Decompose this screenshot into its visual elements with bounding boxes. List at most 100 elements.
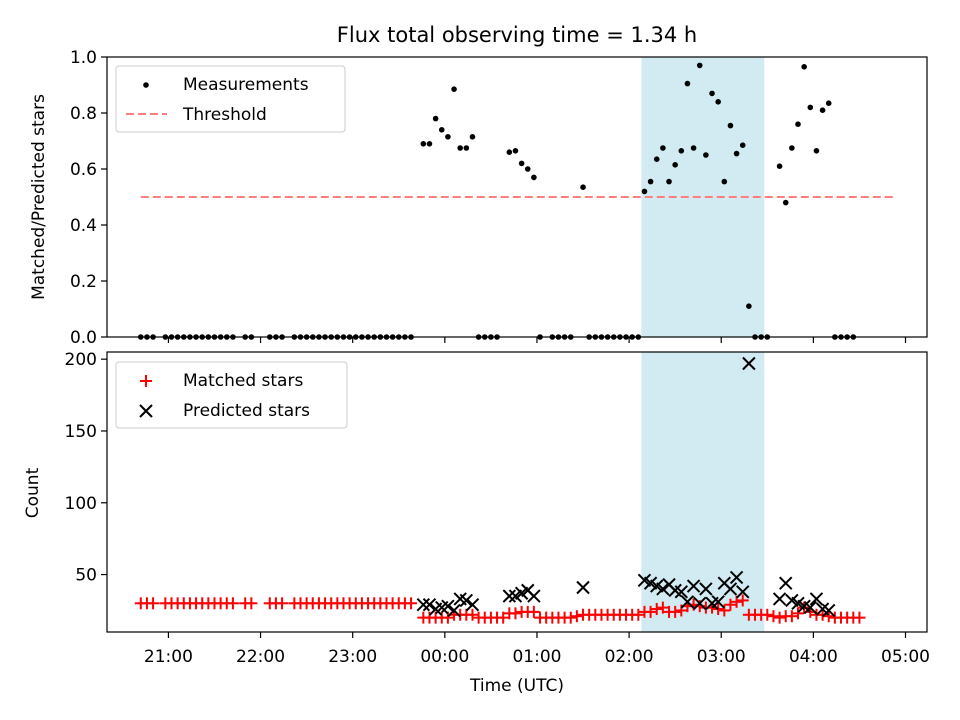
legend-threshold-label: Threshold — [182, 105, 267, 125]
matched-point — [773, 611, 786, 624]
matched-point — [792, 607, 805, 620]
count-y-label: Count — [23, 467, 43, 518]
measurement-point — [463, 145, 470, 151]
count-x-tick-label: 21:00 — [144, 647, 193, 667]
matched-point — [785, 610, 798, 623]
count-y-axis: 50 100 150 200 — [65, 350, 107, 586]
measurement-point — [451, 86, 457, 92]
count-x-tick-label: 22:00 — [236, 647, 285, 667]
measurement-point — [782, 199, 789, 206]
ratio-legend-box — [115, 65, 346, 133]
matched-point — [675, 604, 688, 617]
measurement-point — [678, 148, 685, 154]
count-y-tick-label: 200 — [65, 350, 97, 370]
predicted-point — [680, 595, 695, 609]
ratio-y-tick-label: 0.8 — [70, 104, 97, 124]
matched-point — [816, 608, 829, 621]
measurement-point — [690, 145, 697, 151]
measurement-point — [531, 174, 537, 181]
measurement-point — [672, 162, 678, 168]
matched-point — [656, 601, 669, 614]
measurement-point — [512, 148, 519, 154]
measurement-point — [776, 163, 783, 169]
measurement-point — [825, 100, 832, 106]
predicted-point — [465, 598, 480, 612]
count-y-tick-label: 150 — [65, 422, 97, 442]
matched-point — [527, 605, 540, 618]
measurement-point — [518, 160, 525, 167]
count-x-tick-label: 02:00 — [605, 647, 654, 667]
legend-measurements-marker — [143, 82, 149, 88]
matched-points — [134, 594, 866, 624]
predicted-point — [656, 582, 670, 596]
measurement-point — [709, 90, 715, 97]
predicted-point — [693, 596, 707, 610]
matched-point — [509, 607, 522, 620]
count-x-tick-label: 05:00 — [881, 647, 930, 667]
measurement-point — [524, 166, 531, 172]
predicted-point — [576, 580, 590, 595]
predicted-point — [711, 595, 725, 609]
predicted-point — [441, 599, 455, 613]
measurement-point — [457, 145, 463, 151]
measurement-point — [580, 184, 586, 190]
measurement-point — [469, 134, 476, 140]
matched-point — [564, 611, 577, 624]
predicted-point — [772, 592, 787, 606]
measurement-point — [795, 121, 801, 127]
matched-point — [822, 610, 835, 623]
predicted-point — [729, 570, 744, 585]
measurement-point — [789, 145, 795, 151]
predicted-point — [416, 598, 431, 612]
measurement-points — [137, 62, 857, 340]
count-y-tick-label: 50 — [75, 566, 97, 586]
matched-point — [798, 601, 811, 614]
matched-point — [466, 608, 479, 621]
measurement-point — [653, 156, 660, 162]
matched-point — [245, 597, 258, 610]
predicted-point — [779, 576, 793, 590]
measurement-point — [746, 303, 752, 310]
count-legend: Matched stars Predicted stars — [115, 361, 348, 429]
legend-predicted-label: Predicted stars — [183, 401, 310, 421]
predicted-point — [686, 579, 701, 593]
matched-point — [632, 608, 645, 621]
measurement-point — [445, 134, 451, 140]
matched-point — [718, 604, 731, 617]
measurement-point — [647, 178, 654, 185]
legend-measurements-label: Measurements — [183, 75, 309, 95]
predicted-point — [723, 582, 738, 596]
predicted-point — [803, 600, 818, 615]
ratio-panel: 0.0 0.2 0.4 0.6 0.8 1.0 Matched/Predicted sta… — [29, 48, 928, 348]
legend-matched-label: Matched stars — [183, 371, 303, 391]
count-x-tick-label: 04:00 — [789, 647, 838, 667]
matched-point — [650, 603, 663, 616]
matched-point — [853, 611, 866, 624]
matched-point — [761, 608, 774, 621]
measurement-point — [506, 149, 513, 155]
measurement-point — [641, 188, 648, 195]
ratio-y-tick-label: 0.0 — [70, 328, 97, 348]
matched-point — [669, 605, 682, 618]
measurement-point — [696, 62, 703, 69]
legend-matched-marker — [140, 375, 152, 387]
predicted-point — [822, 603, 836, 618]
matched-point — [767, 610, 780, 623]
count-legend-box — [115, 361, 348, 429]
count-x-tick-label: 00:00 — [420, 647, 469, 667]
measurement-point — [721, 178, 728, 185]
ratio-y-label: Matched/Predicted stars — [29, 94, 49, 300]
matched-point — [736, 594, 749, 607]
matched-point — [724, 598, 737, 611]
measurement-point — [703, 152, 709, 158]
ratio-legend: Measurements Threshold — [115, 65, 346, 133]
predicted-point — [447, 603, 461, 618]
measurement-point — [432, 115, 439, 122]
count-panel: 50 100 150 200 21:00 22:00 23:00 00:00 01:00 02:… — [23, 350, 930, 696]
measurement-point — [715, 99, 721, 105]
measurement-point — [727, 122, 734, 129]
measurement-point — [438, 127, 445, 133]
measurement-point — [420, 141, 427, 147]
ratio-plot-frame — [106, 56, 928, 338]
